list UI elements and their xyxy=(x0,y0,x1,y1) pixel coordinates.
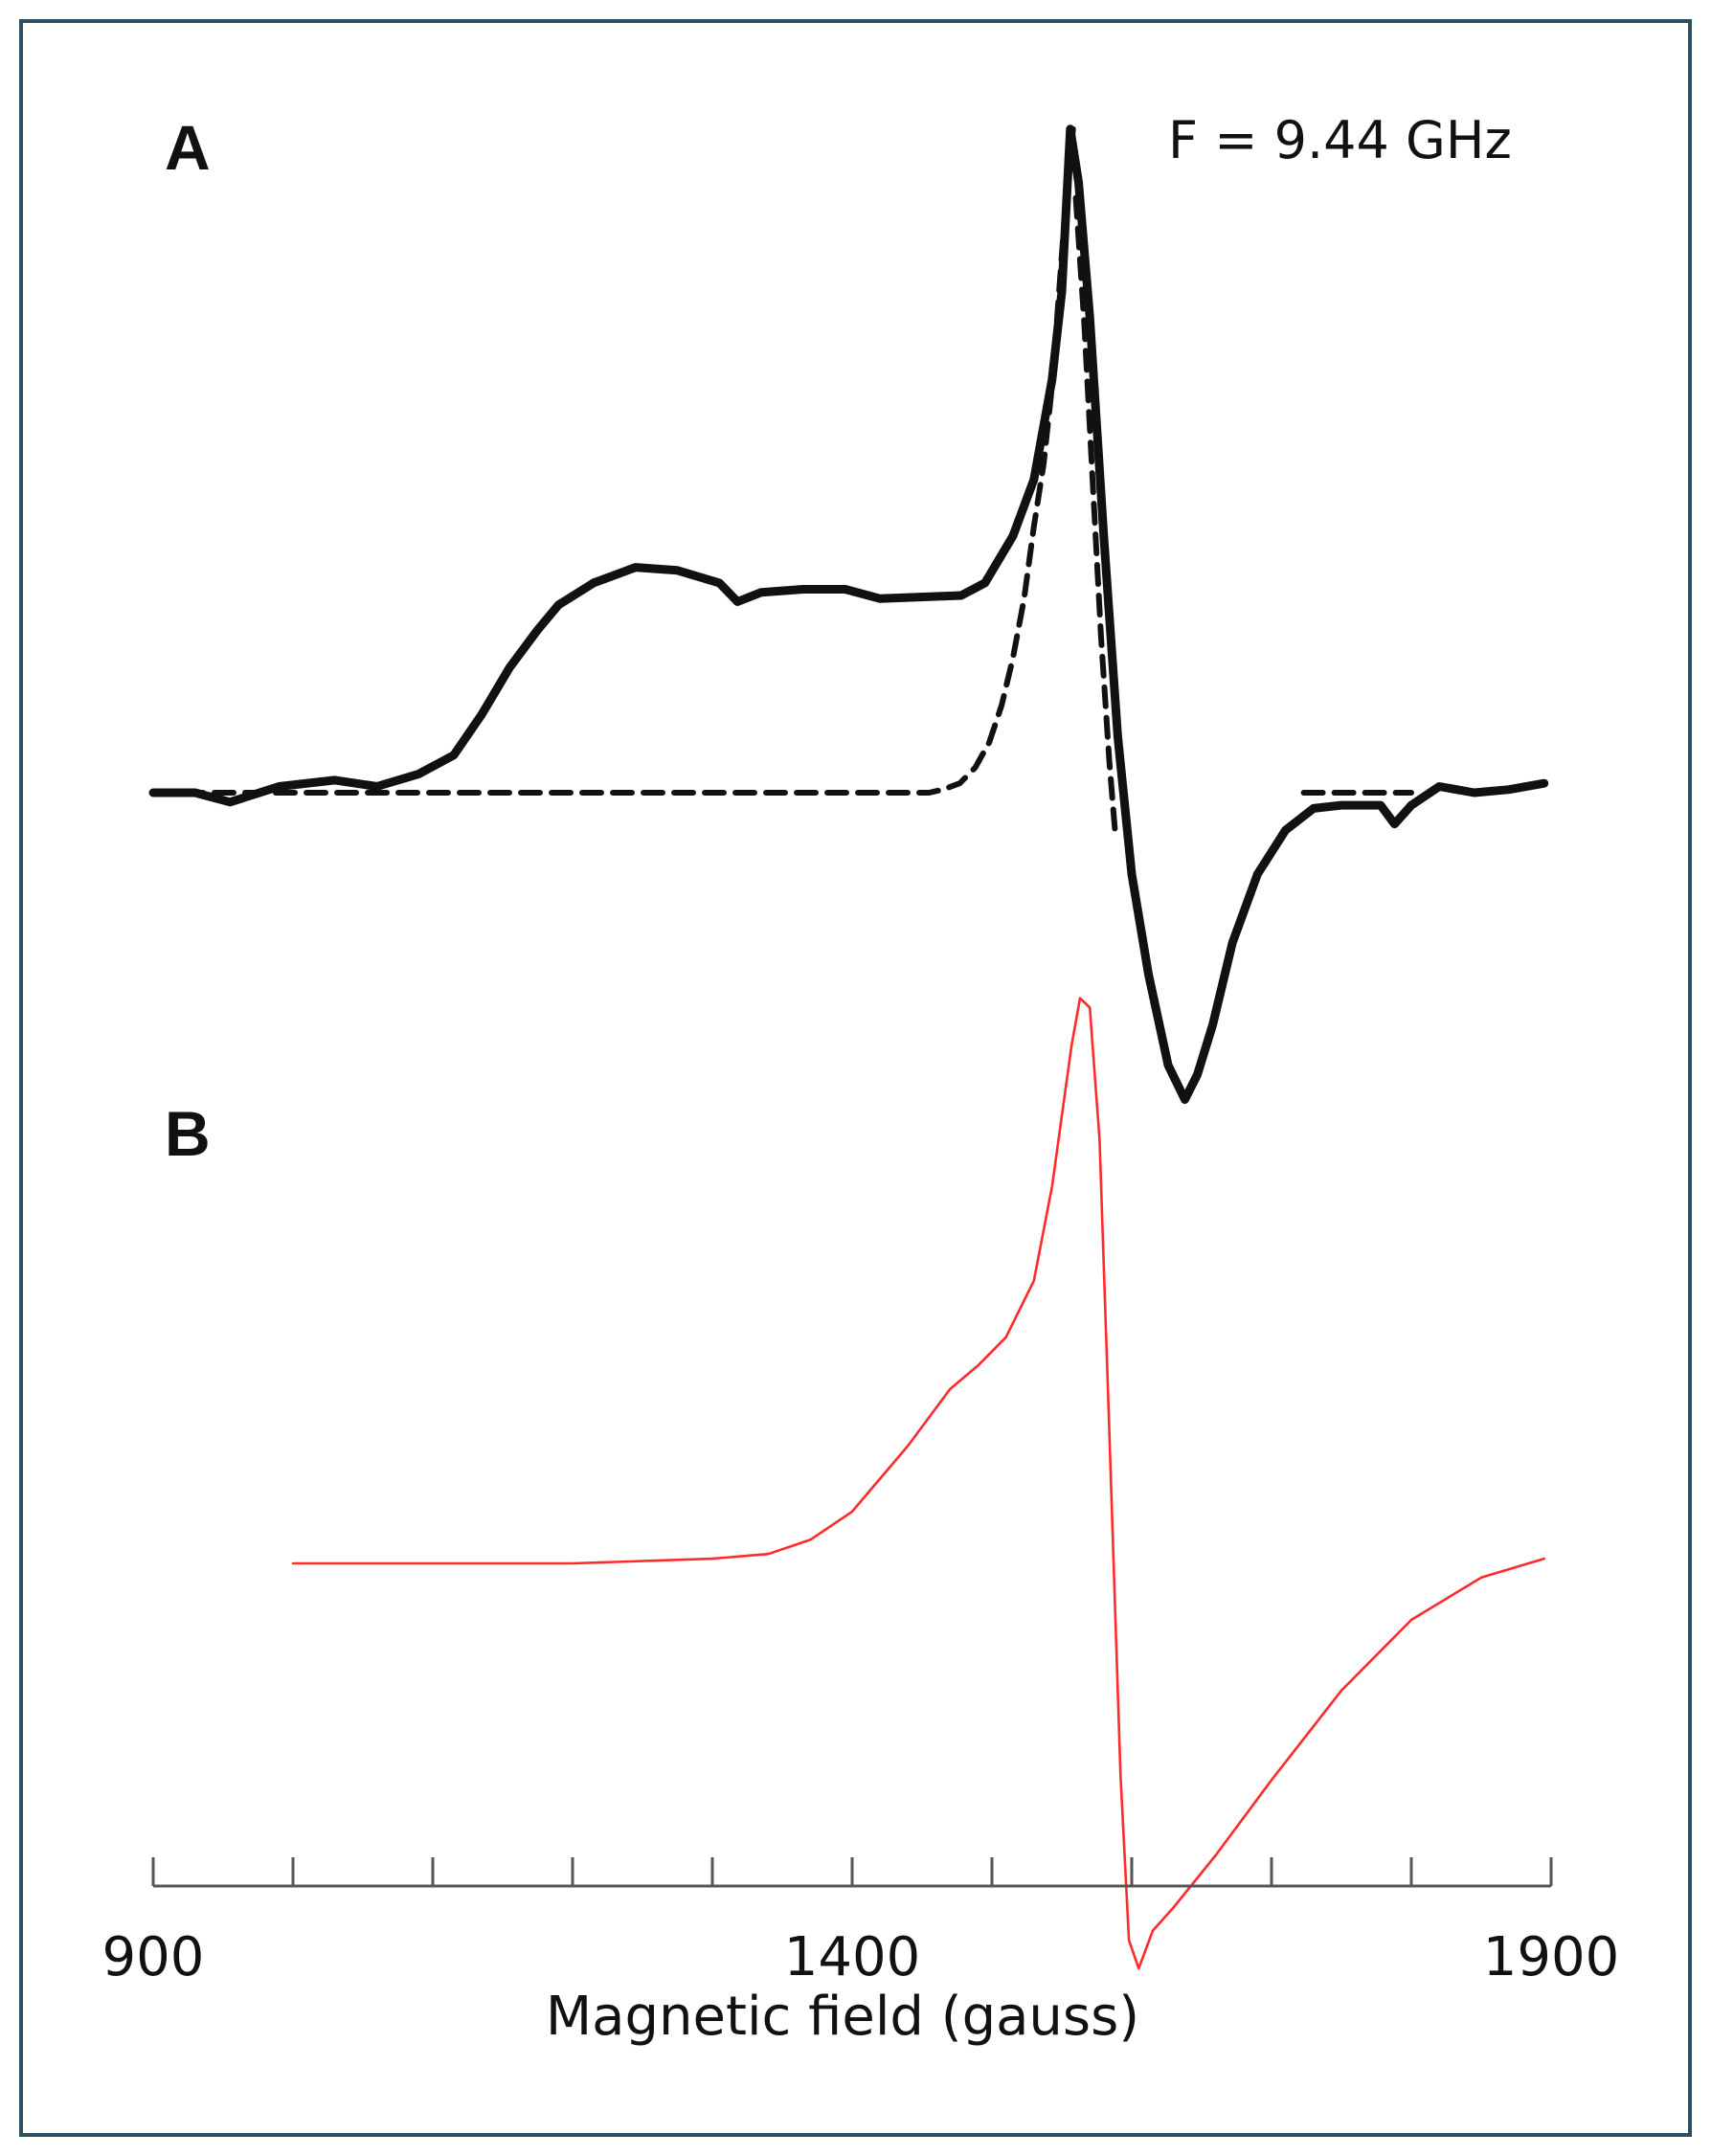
panel-a-series-2 xyxy=(1072,194,1118,834)
panel-a: A F = 9.44 GHz xyxy=(148,110,1549,1104)
x-axis: 900 1400 1900 Magnetic field (gauss) xyxy=(102,1857,1620,2048)
x-axis-tick-labels: 900 1400 1900 xyxy=(102,1926,1620,1988)
panel-b-series-0 xyxy=(291,997,1545,1970)
frequency-annotation: F = 9.44 GHz xyxy=(1168,110,1512,170)
panel-a-traces xyxy=(148,124,1549,1104)
x-tick-label-1400: 1400 xyxy=(784,1926,921,1988)
panel-b-traces xyxy=(291,997,1545,1970)
panel-b-label: B xyxy=(165,1098,211,1169)
x-tick-label-1900: 1900 xyxy=(1483,1926,1620,1988)
x-tick-label-900: 900 xyxy=(102,1926,205,1988)
panel-a-series-1 xyxy=(150,125,1076,796)
figure-frame xyxy=(19,19,1692,2137)
panel-a-label: A xyxy=(165,112,211,183)
x-axis-label: Magnetic field (gauss) xyxy=(546,1986,1139,2048)
panel-a-series-0 xyxy=(148,124,1549,1104)
x-axis-ticks xyxy=(151,1857,1553,1886)
panel-b: B xyxy=(165,997,1545,1970)
